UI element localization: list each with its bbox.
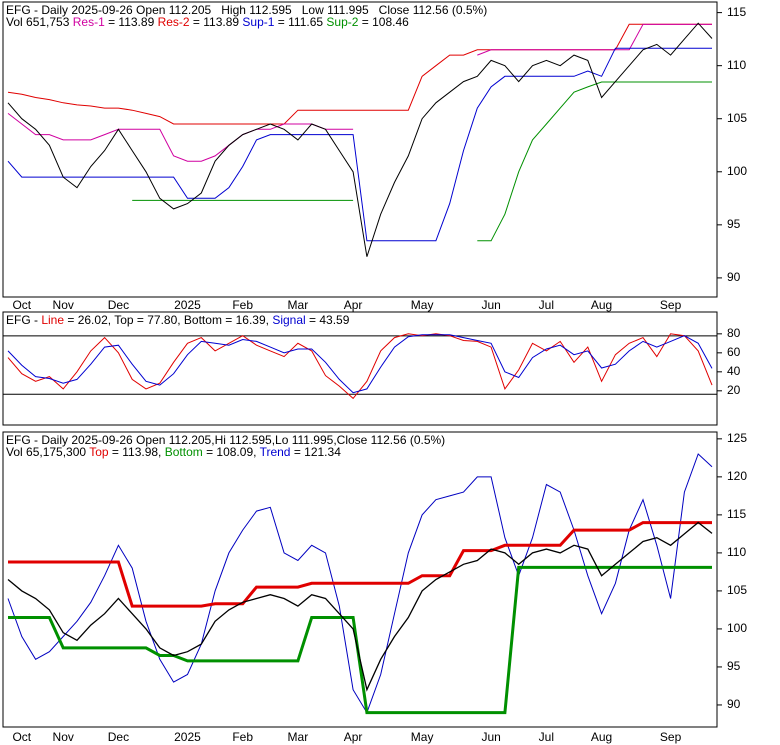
series-line [477, 81, 712, 242]
x-tick-label: May [411, 298, 434, 312]
header-text: Line [41, 313, 64, 327]
x-tick-label: Jun [481, 730, 500, 744]
header-text: Vol 651,753 [6, 15, 73, 29]
x-tick-label: Nov [53, 298, 74, 312]
plot-frame [2, 1, 718, 298]
header-line: Vol 651,753 Res-1 = 113.89 Res-2 = 113.8… [6, 15, 409, 29]
y-tick-label: 105 [727, 111, 747, 125]
header-text: = 121.34 [290, 445, 341, 459]
header-text: = 16.39, [222, 313, 272, 327]
x-tick-label: Aug [591, 730, 612, 744]
header-text: Bottom [184, 313, 222, 327]
y-tick-label: 110 [727, 545, 746, 559]
y-tick-label: 90 [727, 270, 741, 284]
y-tick-label: 95 [727, 659, 741, 673]
x-tick-label: Mar [288, 730, 309, 744]
header-text: Bottom [165, 445, 203, 459]
x-tick-label: Jul [539, 730, 554, 744]
y-tick-label: 120 [727, 469, 747, 483]
header-text: Trend [260, 445, 291, 459]
header-text: Res-1 [73, 15, 105, 29]
series-line [7, 333, 713, 400]
series-line [8, 565, 712, 715]
x-tick-label: Apr [344, 730, 363, 744]
header-text: Res-2 [158, 15, 190, 29]
x-tick-label: Dec [108, 730, 129, 744]
y-tick-label: 40 [727, 364, 741, 378]
x-tick-label: Sep [660, 298, 682, 312]
y-tick-label: 125 [727, 431, 747, 445]
header-text: = 43.59 [306, 313, 350, 327]
x-tick-label: Jul [539, 298, 554, 312]
x-tick-label: Jun [481, 298, 500, 312]
header-line: Vol 65,175,300 Top = 113.98, Bottom = 10… [6, 445, 341, 459]
x-tick-label: Feb [232, 730, 253, 744]
x-tick-label: Oct [12, 730, 31, 744]
x-tick-label: Sep [660, 730, 682, 744]
header-text: EFG - [6, 313, 41, 327]
y-tick-label: 60 [727, 345, 741, 359]
x-tick-label: Nov [53, 730, 74, 744]
x-tick-label: May [411, 730, 434, 744]
header-text: Top [89, 445, 109, 459]
y-tick-label: 105 [727, 583, 747, 597]
x-tick-label: Oct [12, 298, 31, 312]
x-tick-label: Mar [288, 298, 309, 312]
y-tick-label: 110 [727, 58, 746, 72]
header-text: = 77.80, [134, 313, 184, 327]
header-text: Signal [272, 313, 305, 327]
series-line [7, 334, 713, 394]
y-tick-label: 115 [727, 507, 746, 521]
y-tick-label: 100 [727, 621, 747, 635]
series-line [7, 47, 712, 242]
header-text: = 113.89 [105, 15, 158, 29]
y-tick-label: 90 [727, 697, 741, 711]
header-text: = 113.89 [190, 15, 243, 29]
y-tick-label: 115 [727, 5, 746, 19]
header-line: EFG - Daily 2025-09-26 Open 112.205 High… [6, 3, 487, 17]
header-text: = 113.98, [109, 445, 165, 459]
header-text: EFG - Daily 2025-09-26 Open 112.205 High… [6, 3, 487, 17]
x-tick-label: Feb [232, 298, 253, 312]
plot-frame [2, 311, 718, 426]
header-text: = 26.02, [64, 313, 114, 327]
series-line [7, 22, 713, 257]
x-tick-label: 2025 [174, 298, 201, 312]
y-tick-label: 95 [727, 217, 741, 231]
header-text: Top [114, 313, 134, 327]
header-text: EFG - Daily 2025-09-26 Open 112.205,Hi 1… [6, 433, 445, 447]
y-tick-label: 100 [727, 164, 747, 178]
series-line [7, 453, 713, 714]
series-line [8, 521, 712, 608]
y-tick-label: 80 [727, 326, 741, 340]
x-tick-label: Apr [344, 298, 363, 312]
series-line [477, 23, 712, 56]
y-tick-label: 20 [727, 383, 741, 397]
header-text: Sup-1 [242, 15, 274, 29]
header-text: = 108.46 [358, 15, 409, 29]
header-line: EFG - Daily 2025-09-26 Open 112.205,Hi 1… [6, 433, 445, 447]
header-text: Vol 65,175,300 [6, 445, 89, 459]
x-tick-label: 2025 [174, 730, 201, 744]
x-tick-label: Aug [591, 298, 612, 312]
header-text: Sup-2 [326, 15, 358, 29]
header-text: = 108.09, [203, 445, 260, 459]
series-line [7, 521, 713, 692]
header-text: = 111.65 [274, 15, 326, 29]
x-tick-label: Dec [108, 298, 129, 312]
series-line [7, 113, 354, 162]
header-line: EFG - Line = 26.02, Top = 77.80, Bottom … [6, 313, 350, 327]
plot-frame [2, 431, 718, 728]
